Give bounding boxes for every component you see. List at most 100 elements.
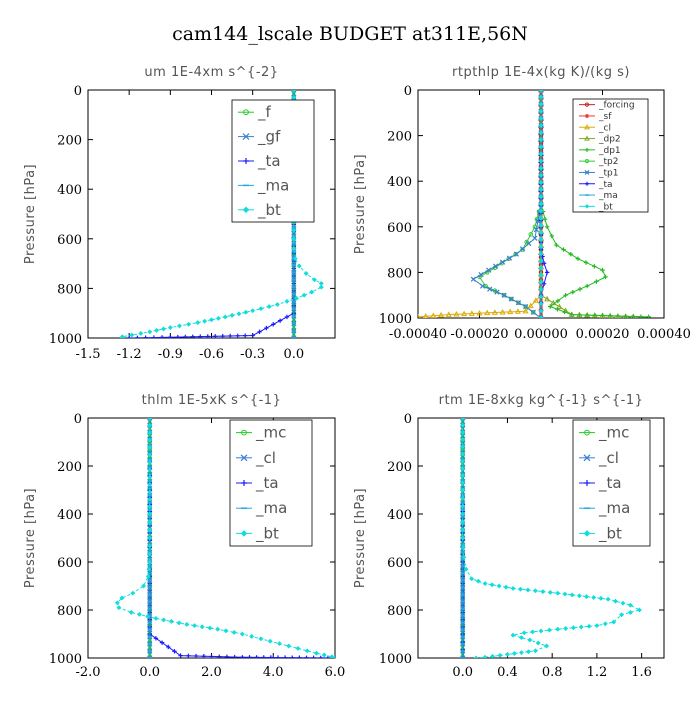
data-point xyxy=(561,247,566,252)
legend-marker xyxy=(242,206,250,214)
data-point xyxy=(538,180,544,186)
data-point xyxy=(484,309,491,316)
data-point xyxy=(530,309,536,315)
data-point xyxy=(548,304,553,309)
legend-label: _tp2 xyxy=(598,157,618,167)
data-point xyxy=(146,566,152,572)
legend-label: _ma xyxy=(598,499,630,518)
data-point xyxy=(291,90,297,93)
data-point xyxy=(506,255,513,261)
data-point xyxy=(291,246,297,252)
data-point xyxy=(223,628,229,634)
data-point xyxy=(460,503,466,509)
data-point xyxy=(215,626,221,632)
data-point xyxy=(598,595,604,601)
data-point xyxy=(497,652,503,658)
data-point xyxy=(235,333,240,338)
data-point xyxy=(475,578,481,584)
data-point xyxy=(304,655,309,658)
legend-label: _ta xyxy=(598,474,622,493)
data-point xyxy=(523,304,528,309)
data-point xyxy=(538,222,544,228)
data-point xyxy=(209,654,214,658)
data-point xyxy=(538,165,544,171)
chart-title: rtm 1E-8xkg kg^{-1} s^{-1} xyxy=(439,393,644,408)
data-point xyxy=(147,535,153,541)
data-point xyxy=(584,283,590,289)
data-point xyxy=(311,655,316,658)
x-tick-label: 0.8 xyxy=(542,665,563,680)
data-point xyxy=(159,335,165,338)
data-point xyxy=(513,251,518,257)
y-tick-label: 1000 xyxy=(49,652,82,667)
data-point xyxy=(538,123,544,129)
data-point xyxy=(191,623,198,629)
data-point xyxy=(301,292,307,298)
data-point xyxy=(313,650,320,656)
chart-panel-4: rtm 1E-8xkg kg^{-1} s^{-1} Pressure [hPa]… xyxy=(353,393,665,680)
data-point xyxy=(544,270,550,275)
data-point xyxy=(422,313,429,318)
data-point xyxy=(538,158,544,164)
data-point xyxy=(510,632,516,638)
data-point xyxy=(570,289,575,295)
data-point xyxy=(215,315,221,321)
data-point xyxy=(186,653,191,658)
data-point xyxy=(544,224,550,229)
data-point xyxy=(541,261,547,266)
data-point xyxy=(186,321,192,327)
data-point xyxy=(418,313,421,318)
figure-title: cam144_lscale BUDGET at311E,56N xyxy=(172,23,528,45)
data-point xyxy=(583,260,589,265)
data-point xyxy=(627,609,634,615)
y-tick-label: 0 xyxy=(404,84,412,99)
legend-marker xyxy=(584,124,590,130)
legend-marker xyxy=(583,530,591,537)
series-line-dp1 xyxy=(540,90,649,318)
y-tick-label: 800 xyxy=(387,604,412,619)
data-point xyxy=(538,115,544,122)
data-point xyxy=(286,643,292,649)
y-tick-label: 600 xyxy=(387,221,412,236)
data-point xyxy=(493,263,499,269)
y-tick-label: 0 xyxy=(74,412,82,427)
data-point xyxy=(532,648,538,654)
data-point xyxy=(538,201,544,207)
data-point xyxy=(531,310,536,315)
data-point xyxy=(147,655,153,658)
data-point xyxy=(538,229,544,236)
data-point xyxy=(198,334,203,338)
x-tick-label: -1.5 xyxy=(75,347,100,362)
legend-marker xyxy=(584,159,590,164)
data-point xyxy=(147,551,153,557)
data-point xyxy=(600,313,605,318)
data-point xyxy=(494,289,500,295)
data-point xyxy=(605,596,611,602)
data-point xyxy=(147,496,153,502)
x-tick-label: 0.00000 xyxy=(514,327,568,342)
legend-label: _f xyxy=(257,103,272,122)
data-point xyxy=(460,418,466,421)
data-point xyxy=(563,625,569,632)
legend-label: _ma xyxy=(257,176,289,195)
legend-marker xyxy=(584,102,590,107)
data-point xyxy=(468,310,475,316)
y-tick-label: 600 xyxy=(387,556,412,571)
data-point xyxy=(611,619,617,625)
data-point xyxy=(126,335,132,338)
data-point xyxy=(555,626,561,632)
data-point xyxy=(460,535,466,541)
data-point xyxy=(460,418,466,421)
y-tick-label: 800 xyxy=(57,282,82,297)
data-point xyxy=(267,638,273,644)
data-point xyxy=(114,600,120,606)
data-point xyxy=(538,108,544,114)
data-point xyxy=(438,311,445,318)
y-tick-label: 1000 xyxy=(49,332,82,347)
data-point xyxy=(538,172,544,179)
data-point xyxy=(207,625,213,631)
data-point xyxy=(577,286,583,292)
data-point xyxy=(538,258,544,264)
legend-marker xyxy=(584,135,590,141)
data-point xyxy=(538,272,544,278)
